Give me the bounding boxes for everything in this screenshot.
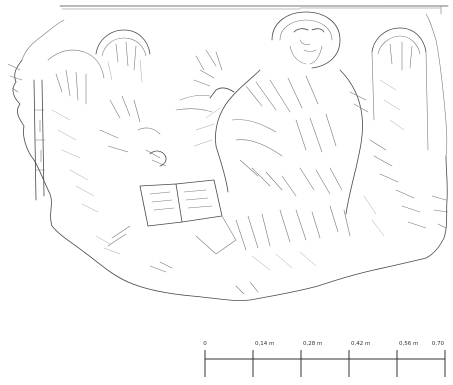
right-arch <box>371 27 429 151</box>
left-column <box>33 49 105 201</box>
left-arch <box>95 29 151 83</box>
left-details <box>69 95 167 213</box>
scale-tick-label: 0 <box>203 341 207 347</box>
fragment-outline <box>7 13 449 301</box>
scale-tick-label: 0,28 m <box>303 341 322 347</box>
scale-tick-label: 0,70 <box>432 341 445 347</box>
scale-bar: 0 0,14 m 0,28 m 0,42 m 0,56 m 0,70 <box>203 341 446 377</box>
open-book <box>107 179 237 255</box>
figure-halo <box>271 11 341 69</box>
panel-top-border <box>59 5 449 15</box>
lower-folds <box>95 205 351 295</box>
figure-drapery <box>175 49 363 215</box>
scale-tick-label: 0,42 m <box>351 341 370 347</box>
right-details <box>349 91 427 237</box>
scale-tick-label: 0,14 m <box>255 341 274 347</box>
scale-tick-label: 0,56 m <box>399 341 418 347</box>
